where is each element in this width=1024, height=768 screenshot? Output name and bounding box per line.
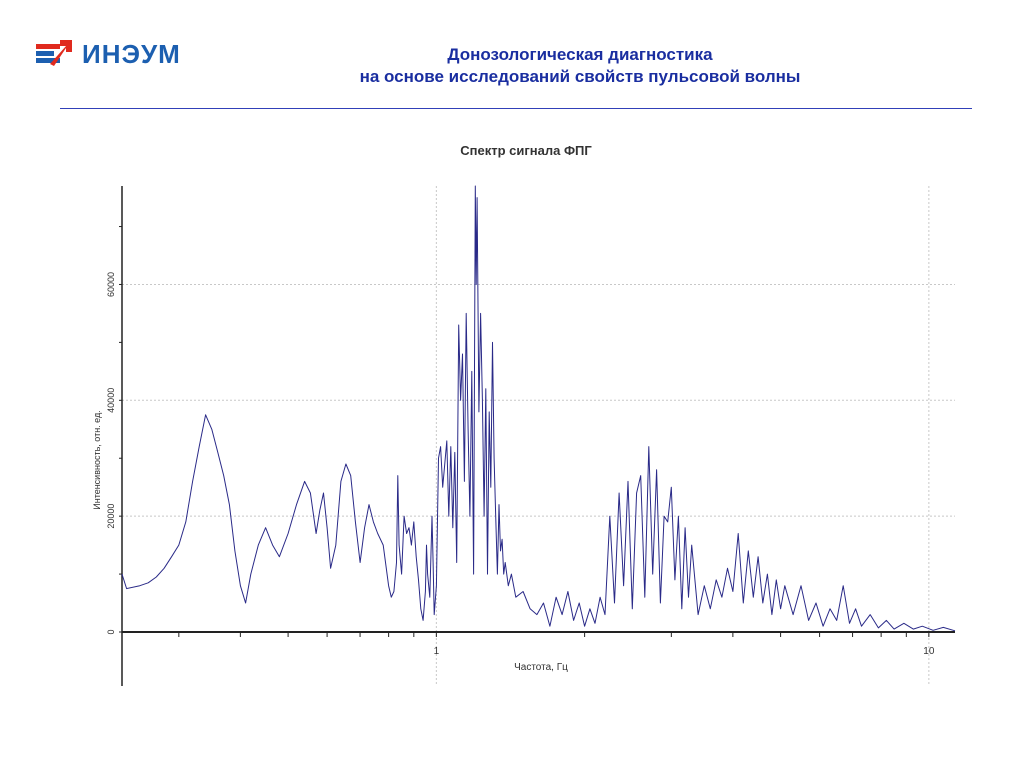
- page-title-line1: Донозологическая диагностика: [447, 45, 713, 64]
- chart-axes: 0 20000 40000 60000 1 10: [106, 186, 955, 686]
- chart-title: Спектр сигнала ФПГ: [460, 143, 592, 158]
- header-divider: [60, 108, 972, 109]
- logo-text: ИНЭУМ: [82, 39, 181, 69]
- y-tick-label: 40000: [106, 388, 116, 413]
- logo: ИНЭУМ: [36, 38, 180, 70]
- x-tick-label: 1: [434, 646, 440, 657]
- y-tick-label: 0: [106, 629, 116, 634]
- y-tick-label: 20000: [106, 504, 116, 529]
- chart-y-axis-label: Интенсивность, отн. ед.: [92, 410, 102, 510]
- logo-arrow-icon: [36, 40, 72, 66]
- chart-grid: [122, 186, 955, 686]
- chart-series-line: [121, 185, 956, 632]
- page-title: Донозологическая диагностика на основе и…: [250, 44, 910, 88]
- y-tick-label: 60000: [106, 272, 116, 297]
- page-title-line2: на основе исследований свойств пульсовой…: [359, 67, 801, 86]
- x-tick-label: 10: [923, 646, 935, 657]
- chart-x-axis-label: Частота, Гц: [514, 662, 568, 673]
